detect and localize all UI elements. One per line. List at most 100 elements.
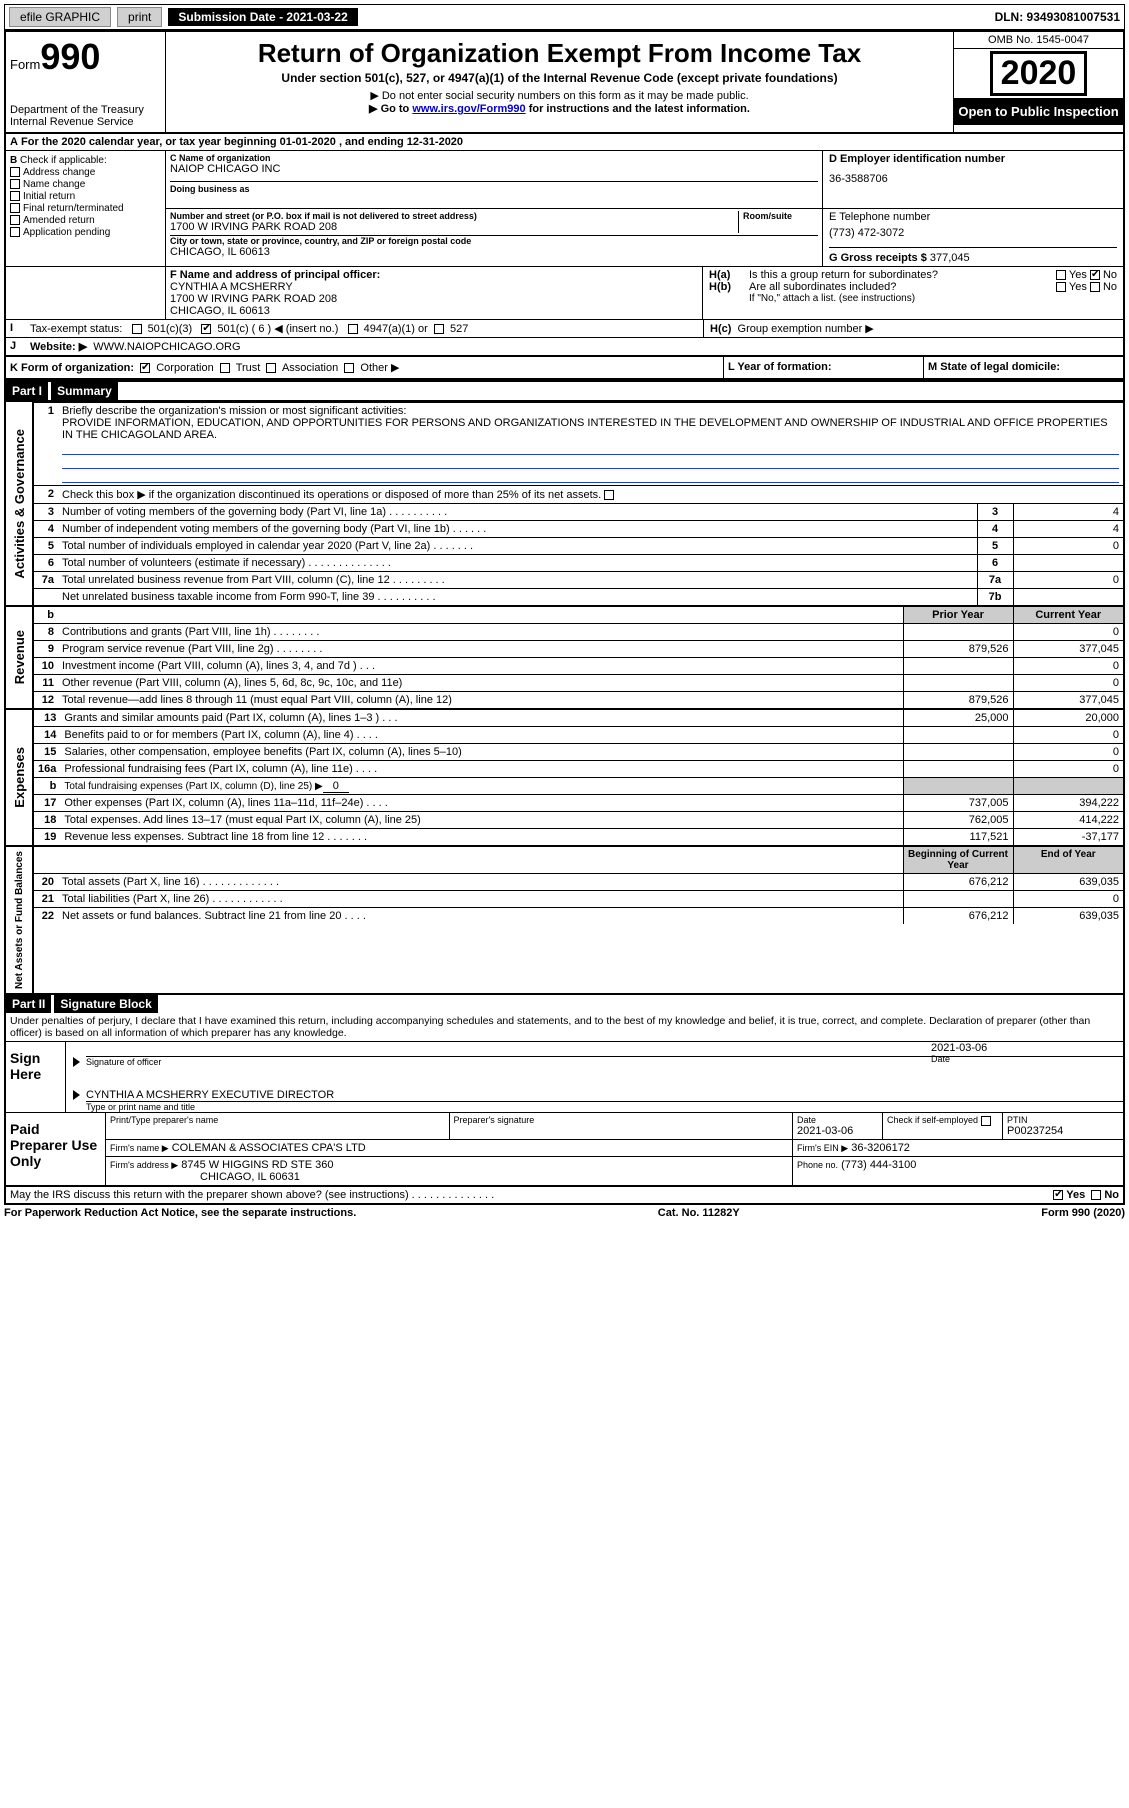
l1-text: PROVIDE INFORMATION, EDUCATION, AND OPPO…	[62, 417, 1108, 441]
v7b	[1013, 589, 1123, 606]
side-netassets: Net Assets or Fund Balances	[12, 847, 27, 993]
ptin: P00237254	[1007, 1125, 1119, 1137]
street-label: Number and street (or P.O. box if mail i…	[170, 211, 738, 221]
efile-label: efile GRAPHIC	[9, 7, 111, 27]
v6	[1013, 555, 1123, 572]
firm-ein: 36-3206172	[851, 1142, 910, 1154]
sig-officer-label: Signature of officer	[86, 1057, 923, 1067]
top-toolbar: efile GRAPHIC print Submission Date - 20…	[4, 4, 1125, 30]
officer-name: CYNTHIA A MCSHERRY	[170, 281, 698, 293]
v7a: 0	[1013, 572, 1123, 589]
footer-left: For Paperwork Reduction Act Notice, see …	[4, 1207, 356, 1219]
l3: Number of voting members of the governin…	[58, 504, 977, 521]
officer-addr1: 1700 W IRVING PARK ROAD 208	[170, 293, 698, 305]
discuss-label: May the IRS discuss this return with the…	[10, 1189, 1053, 1201]
irs-label: Internal Revenue Service	[10, 116, 161, 128]
side-revenue: Revenue	[10, 626, 29, 688]
sig-date-val: 2021-03-06	[931, 1042, 1123, 1054]
arrow-icon	[73, 1090, 80, 1100]
dept-treasury: Department of the Treasury	[10, 104, 161, 116]
part1-header: Part I Summary	[6, 380, 1123, 401]
l16b: Total fundraising expenses (Part IX, col…	[60, 778, 903, 795]
street-value: 1700 W IRVING PARK ROAD 208	[170, 221, 738, 233]
v4: 4	[1013, 521, 1123, 538]
year-formation: L Year of formation:	[723, 357, 923, 378]
irs-link[interactable]: www.irs.gov/Form990	[412, 103, 525, 115]
l11: Other revenue (Part VIII, column (A), li…	[58, 675, 903, 692]
org-name: NAIOP CHICAGO INC	[170, 163, 818, 175]
l16a: Professional fundraising fees (Part IX, …	[60, 761, 903, 778]
form-frame: Form990 Department of the Treasury Inter…	[4, 30, 1125, 1205]
website-label: Website: ▶	[30, 341, 87, 353]
l5: Total number of individuals employed in …	[58, 538, 977, 555]
firm-addr2: CHICAGO, IL 60631	[110, 1171, 788, 1183]
l4: Number of independent voting members of …	[58, 521, 977, 538]
gross-value: 377,045	[930, 252, 970, 264]
l15: Salaries, other compensation, employee b…	[60, 744, 903, 761]
footer-right: Form 990 (2020)	[1041, 1207, 1125, 1219]
sign-here-label: Sign Here	[6, 1042, 66, 1112]
side-activities: Activities & Governance	[10, 425, 29, 583]
dln: DLN: 93493081007531	[995, 10, 1120, 24]
l22: Net assets or fund balances. Subtract li…	[58, 908, 903, 925]
city-value: CHICAGO, IL 60613	[170, 246, 818, 258]
l1-label: Briefly describe the organization's miss…	[62, 405, 406, 417]
l19: Revenue less expenses. Subtract line 18 …	[60, 829, 903, 846]
arrow-icon	[73, 1057, 80, 1067]
l12: Total revenue—add lines 8 through 11 (mu…	[58, 692, 903, 709]
sig-date-label: Date	[931, 1054, 1123, 1064]
v5: 0	[1013, 538, 1123, 555]
hdr-curr: Current Year	[1013, 607, 1123, 624]
l18: Total expenses. Add lines 13–17 (must eq…	[60, 812, 903, 829]
officer-addr2: CHICAGO, IL 60613	[170, 305, 698, 317]
firm-name: COLEMAN & ASSOCIATES CPA'S LTD	[172, 1142, 366, 1154]
hb-label: Are all subordinates included?	[749, 281, 1056, 293]
ein-label: D Employer identification number	[829, 153, 1117, 165]
hdr-end: End of Year	[1013, 847, 1123, 874]
taxexempt-label: Tax-exempt status:	[30, 323, 122, 335]
l10: Investment income (Part VIII, column (A)…	[58, 658, 903, 675]
l14: Benefits paid to or for members (Part IX…	[60, 727, 903, 744]
city-label: City or town, state or province, country…	[170, 236, 818, 246]
form-header: Form990 Department of the Treasury Inter…	[6, 32, 1123, 134]
form-subtitle: Under section 501(c), 527, or 4947(a)(1)…	[172, 71, 947, 85]
prep-sig-label: Preparer's signature	[454, 1115, 789, 1125]
line-a-period: A For the 2020 calendar year, or tax yea…	[6, 134, 1123, 151]
phone-label: E Telephone number	[829, 211, 1117, 223]
ein-value: 36-3588706	[829, 173, 1117, 185]
ptin-label: PTIN	[1007, 1115, 1119, 1125]
page-footer: For Paperwork Reduction Act Notice, see …	[4, 1205, 1125, 1219]
sig-name: CYNTHIA A MCSHERRY EXECUTIVE DIRECTOR	[86, 1089, 1123, 1102]
l20: Total assets (Part X, line 16) . . . . .…	[58, 874, 903, 891]
prep-name-label: Print/Type preparer's name	[110, 1115, 445, 1125]
hc-label: Group exemption number ▶	[738, 323, 874, 335]
declaration: Under penalties of perjury, I declare th…	[6, 1013, 1123, 1042]
submission-date: Submission Date - 2021-03-22	[168, 8, 357, 26]
l2: Check this box ▶ if the organization dis…	[58, 486, 1123, 504]
org-name-label: C Name of organization	[170, 153, 818, 163]
open-to-public: Open to Public Inspection	[954, 98, 1123, 125]
goto-post: for instructions and the latest informat…	[526, 103, 750, 115]
state-domicile: M State of legal domicile:	[923, 357, 1123, 378]
dba-label: Doing business as	[170, 184, 818, 194]
gross-label: G Gross receipts $	[829, 252, 927, 264]
l21: Total liabilities (Part X, line 26) . . …	[58, 891, 903, 908]
box-b: B Check if applicable: Address change Na…	[6, 151, 166, 266]
l6: Total number of volunteers (estimate if …	[58, 555, 977, 572]
website-value: WWW.NAIOPCHICAGO.ORG	[93, 341, 240, 353]
note-ssn: ▶ Do not enter social security numbers o…	[172, 89, 947, 102]
footer-mid: Cat. No. 11282Y	[658, 1207, 740, 1219]
box-f-label: F Name and address of principal officer:	[170, 269, 698, 281]
form-title: Return of Organization Exempt From Incom…	[172, 38, 947, 69]
form-number: Form990	[10, 36, 161, 78]
prep-check: Check if self-employed	[883, 1113, 1003, 1139]
hdr-beg: Beginning of Current Year	[903, 847, 1013, 874]
firm-addr1: 8745 W HIGGINS RD STE 360	[181, 1159, 333, 1171]
print-button[interactable]: print	[117, 7, 162, 27]
paid-preparer-label: Paid Preparer Use Only	[6, 1113, 106, 1185]
firm-phone: (773) 444-3100	[841, 1159, 916, 1171]
goto-pre: ▶ Go to	[369, 103, 412, 115]
tax-year: 2020	[990, 51, 1088, 96]
l13: Grants and similar amounts paid (Part IX…	[60, 710, 903, 727]
hdr-prior: Prior Year	[903, 607, 1013, 624]
